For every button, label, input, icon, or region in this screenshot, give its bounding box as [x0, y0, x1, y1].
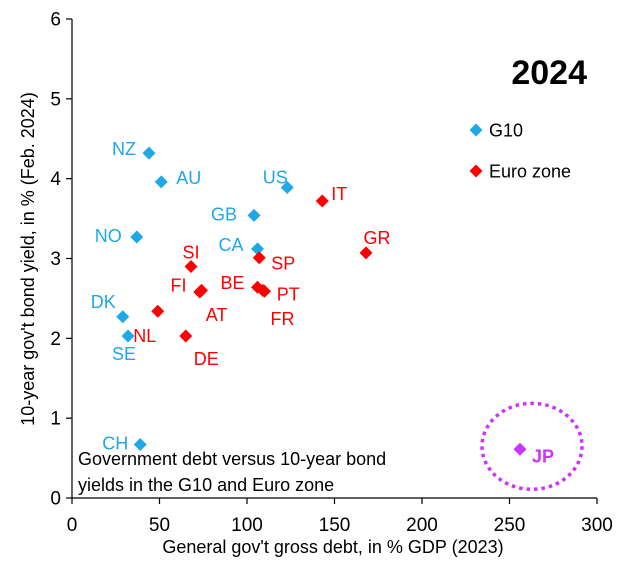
label-se: SE — [112, 344, 136, 364]
x-tick-label: 0 — [67, 515, 78, 536]
label-si: SI — [182, 242, 199, 262]
y-tick-label: 4 — [50, 169, 61, 190]
x-tick-label: 200 — [406, 515, 438, 536]
point-gb — [247, 208, 261, 222]
point-it — [315, 194, 329, 208]
label-at: AT — [206, 305, 228, 325]
point-ca — [251, 242, 264, 256]
y-tick-label: 1 — [50, 409, 61, 430]
point-us — [280, 180, 294, 194]
x-tick-label: 150 — [319, 515, 351, 536]
label-gr: GR — [364, 228, 391, 248]
point-gr — [359, 246, 373, 260]
point-jp — [513, 442, 527, 456]
point-de — [179, 329, 193, 343]
point-labels: NZ AU US GB NO CA DK SE CH IT GR SP SI FI AT BE PT FR NL DE… — [91, 139, 584, 492]
y-tick-label: 5 — [50, 89, 61, 110]
point-au — [154, 175, 168, 189]
label-us: US — [263, 167, 288, 187]
point-si — [184, 259, 198, 273]
legend-marker-g10 — [469, 123, 483, 137]
label-be: BE — [220, 273, 244, 293]
label-sp: SP — [271, 254, 295, 274]
point-no — [130, 230, 144, 244]
label-au: AU — [176, 168, 201, 188]
x-tick-label: 100 — [231, 515, 263, 536]
annotation-line-1: Government debt versus 10-year bond — [78, 449, 386, 469]
label-gb: GB — [211, 204, 237, 224]
label-pt: PT — [277, 284, 300, 304]
label-dk: DK — [91, 292, 116, 312]
label-it: IT — [331, 184, 347, 204]
annotation-line-2: yields in the G10 and Euro zone — [78, 475, 334, 495]
label-de: DE — [194, 349, 219, 369]
y-tick-label: 3 — [50, 249, 61, 270]
legend: G10 Euro zone — [469, 121, 571, 182]
y-tick-label: 2 — [50, 329, 61, 350]
label-ch: CH — [102, 434, 128, 454]
x-tick-label: 300 — [581, 515, 613, 536]
y-tick-label: 0 — [50, 489, 61, 510]
axes: 0 1 2 3 4 5 6 0 50 100 150 200 250 300 — [50, 10, 612, 537]
label-fr: FR — [271, 309, 295, 329]
data-points — [116, 146, 527, 456]
label-fi: FI — [171, 275, 187, 295]
jp-highlight-ellipse — [480, 401, 584, 492]
point-fr — [258, 284, 271, 298]
x-tick-label: 50 — [149, 515, 170, 536]
y-tick-label: 6 — [50, 10, 61, 31]
label-ca: CA — [218, 235, 243, 255]
year-label: 2024 — [511, 54, 587, 92]
y-axis-title: 10-year gov't bond yield, in % (Feb. 202… — [18, 92, 38, 426]
point-sp — [252, 251, 266, 265]
point-nz — [142, 146, 156, 160]
label-nl: NL — [133, 326, 156, 346]
label-jp: JP — [532, 446, 554, 466]
point-nl — [151, 304, 165, 318]
legend-label-g10: G10 — [489, 121, 523, 141]
legend-label-euro: Euro zone — [489, 162, 571, 182]
label-nz: NZ — [112, 139, 136, 159]
point-at — [193, 285, 207, 299]
point-ch — [133, 438, 147, 452]
point-dk — [116, 310, 130, 324]
x-axis-title: General gov't gross debt, in % GDP (2023… — [162, 537, 503, 557]
point-se — [121, 329, 135, 343]
label-no: NO — [95, 226, 122, 246]
legend-marker-euro — [469, 164, 483, 178]
x-tick-label: 250 — [494, 515, 526, 536]
